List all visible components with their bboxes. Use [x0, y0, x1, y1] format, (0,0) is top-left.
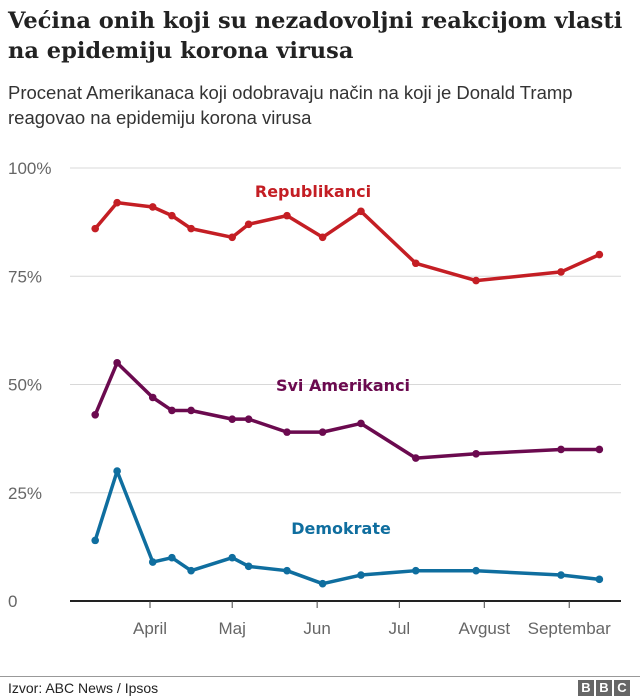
- data-point: [187, 406, 195, 415]
- data-point: [187, 566, 195, 575]
- y-tick-label: 0: [8, 592, 17, 611]
- chart-title: Većina onih koji su nezadovoljni reakcij…: [8, 8, 623, 64]
- data-point: [557, 445, 565, 454]
- data-point: [357, 571, 365, 579]
- data-point: [228, 233, 236, 242]
- series-line: [93, 361, 600, 460]
- data-point: [91, 536, 99, 545]
- data-point: [244, 562, 253, 571]
- data-point: [595, 575, 604, 584]
- data-point: [148, 558, 157, 566]
- data-point: [357, 207, 365, 216]
- data-point: [113, 359, 121, 367]
- series-label: Svi Amerikanci: [276, 376, 410, 395]
- data-point: [283, 566, 291, 575]
- data-point: [318, 579, 327, 588]
- data-point: [91, 224, 99, 233]
- y-tick-label: 100%: [8, 159, 51, 178]
- data-point: [244, 415, 253, 423]
- y-tick-label: 25%: [8, 484, 42, 503]
- data-point: [318, 428, 327, 436]
- data-point: [411, 259, 420, 268]
- data-point: [228, 553, 236, 562]
- data-point: [168, 553, 176, 562]
- y-tick-label: 75%: [8, 267, 42, 286]
- data-point: [91, 411, 99, 419]
- footer-divider: [0, 676, 640, 677]
- chart-subtitle: Procenat Amerikanaca koji odobravaju nač…: [8, 82, 573, 128]
- data-point: [283, 211, 291, 220]
- data-point: [168, 211, 176, 220]
- data-point: [113, 467, 121, 475]
- y-tick-label: 50%: [8, 376, 42, 395]
- x-tick-label: Maj: [218, 619, 245, 638]
- data-point: [557, 571, 565, 579]
- data-point: [411, 454, 420, 462]
- data-point: [148, 393, 157, 402]
- data-point: [228, 415, 236, 423]
- series-label: Republikanci: [255, 182, 371, 201]
- x-tick-label: Septembar: [528, 619, 611, 638]
- x-tick-label: April: [133, 619, 167, 638]
- data-point: [148, 203, 157, 211]
- data-point: [168, 406, 176, 415]
- source-note: Izvor: ABC News / Ipsos: [8, 680, 159, 696]
- data-point: [187, 224, 195, 233]
- series-label: Demokrate: [291, 519, 391, 538]
- data-point: [244, 220, 253, 229]
- data-point: [318, 233, 327, 242]
- data-point: [472, 276, 480, 285]
- x-tick-label: Jul: [388, 619, 410, 638]
- data-point: [472, 449, 480, 458]
- data-point: [472, 566, 480, 575]
- data-point: [357, 419, 365, 428]
- x-tick-label: Jun: [303, 619, 330, 638]
- x-tick-label: Avgust: [458, 619, 510, 638]
- data-point: [557, 268, 565, 276]
- data-point: [595, 250, 604, 259]
- data-point: [283, 428, 291, 436]
- data-point: [113, 198, 121, 207]
- data-point: [595, 445, 604, 454]
- data-point: [411, 566, 420, 575]
